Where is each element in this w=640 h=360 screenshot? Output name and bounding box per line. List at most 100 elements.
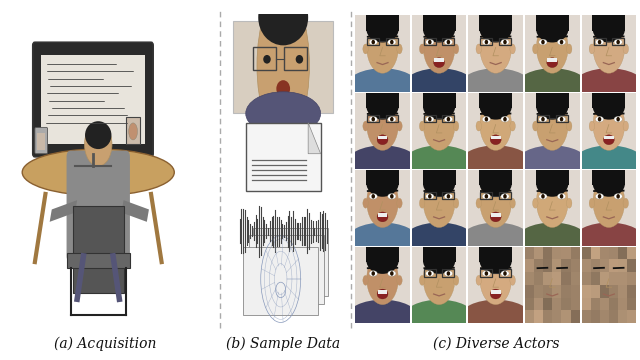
Ellipse shape <box>419 121 425 131</box>
Ellipse shape <box>419 275 425 285</box>
Bar <box>552 285 561 297</box>
Ellipse shape <box>479 16 512 42</box>
Ellipse shape <box>536 170 568 197</box>
Ellipse shape <box>388 39 396 45</box>
Bar <box>125 117 141 144</box>
Ellipse shape <box>428 194 431 199</box>
Ellipse shape <box>404 300 475 334</box>
Ellipse shape <box>484 194 488 199</box>
Ellipse shape <box>503 117 507 122</box>
Ellipse shape <box>377 135 388 145</box>
Ellipse shape <box>593 93 625 120</box>
Ellipse shape <box>547 58 557 68</box>
Bar <box>378 290 387 294</box>
Bar <box>442 192 454 199</box>
Ellipse shape <box>589 275 595 285</box>
Ellipse shape <box>371 117 375 122</box>
Bar <box>627 247 636 260</box>
Bar <box>376 225 389 246</box>
Ellipse shape <box>246 92 321 135</box>
Ellipse shape <box>490 212 501 222</box>
Ellipse shape <box>426 271 434 276</box>
Ellipse shape <box>614 194 622 199</box>
Ellipse shape <box>371 194 375 199</box>
Text: (a) Acquisition: (a) Acquisition <box>54 337 157 351</box>
Ellipse shape <box>85 121 111 149</box>
Ellipse shape <box>347 300 418 334</box>
Ellipse shape <box>566 44 572 54</box>
Bar <box>591 247 600 260</box>
Ellipse shape <box>388 271 396 276</box>
Ellipse shape <box>453 44 459 54</box>
Bar <box>618 272 627 285</box>
Ellipse shape <box>503 271 507 276</box>
Ellipse shape <box>566 198 572 208</box>
Ellipse shape <box>483 116 490 122</box>
Ellipse shape <box>623 44 628 54</box>
Ellipse shape <box>367 16 399 42</box>
Ellipse shape <box>616 40 620 44</box>
Ellipse shape <box>367 99 398 150</box>
Bar <box>547 58 557 62</box>
Ellipse shape <box>428 40 431 44</box>
Ellipse shape <box>541 194 545 199</box>
Ellipse shape <box>490 289 501 299</box>
Bar <box>481 269 492 276</box>
Bar <box>600 285 609 297</box>
Bar <box>602 225 616 246</box>
Ellipse shape <box>614 116 622 122</box>
Bar <box>602 302 616 323</box>
Bar <box>246 123 321 191</box>
Bar <box>552 310 561 323</box>
Bar <box>479 89 512 108</box>
FancyBboxPatch shape <box>33 42 153 157</box>
Ellipse shape <box>532 198 538 208</box>
Ellipse shape <box>347 68 418 103</box>
Bar <box>561 247 571 260</box>
Ellipse shape <box>566 121 572 131</box>
Ellipse shape <box>476 44 481 54</box>
Ellipse shape <box>369 271 378 276</box>
Ellipse shape <box>589 198 595 208</box>
Ellipse shape <box>510 275 515 285</box>
Bar <box>543 297 552 310</box>
Bar <box>386 115 398 122</box>
Ellipse shape <box>598 117 602 122</box>
Bar <box>561 285 571 297</box>
Bar <box>582 297 591 310</box>
Bar <box>424 269 436 276</box>
Ellipse shape <box>484 117 488 122</box>
Bar <box>489 225 502 246</box>
Ellipse shape <box>447 194 450 199</box>
Bar <box>609 285 618 297</box>
Bar <box>543 260 552 272</box>
Ellipse shape <box>484 40 488 44</box>
Ellipse shape <box>593 176 625 228</box>
Ellipse shape <box>516 222 588 257</box>
Bar <box>561 297 571 310</box>
Bar <box>591 285 600 297</box>
Ellipse shape <box>460 68 531 103</box>
Ellipse shape <box>593 170 625 197</box>
Ellipse shape <box>595 39 604 45</box>
Ellipse shape <box>259 0 308 45</box>
Ellipse shape <box>296 55 303 64</box>
Ellipse shape <box>397 275 402 285</box>
Bar <box>433 147 445 168</box>
Ellipse shape <box>573 145 640 180</box>
Bar <box>546 70 559 91</box>
Bar <box>602 147 616 168</box>
Bar <box>593 89 625 108</box>
Bar <box>591 310 600 323</box>
Bar <box>479 12 512 31</box>
Ellipse shape <box>536 22 568 73</box>
Ellipse shape <box>257 0 309 140</box>
Bar <box>546 225 559 246</box>
Bar <box>536 89 569 108</box>
Ellipse shape <box>539 194 547 199</box>
Bar <box>582 247 591 260</box>
Ellipse shape <box>479 170 512 197</box>
Ellipse shape <box>532 44 538 54</box>
Bar <box>489 302 502 323</box>
Bar <box>491 290 500 294</box>
